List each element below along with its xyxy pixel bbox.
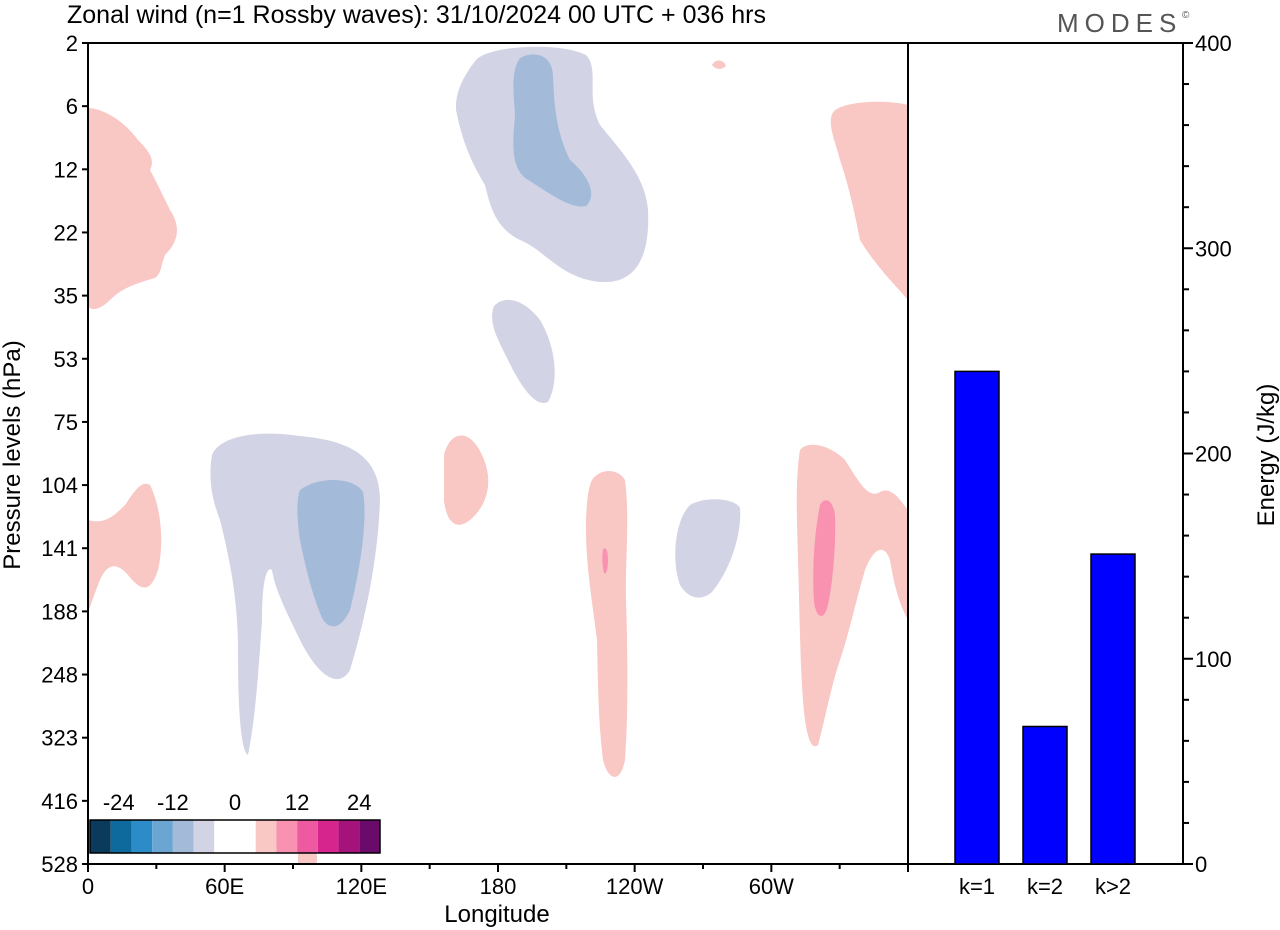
colorbar-label: 0	[229, 790, 241, 815]
longitude-tick-label: 120W	[606, 874, 664, 899]
contour-pos-mid-left	[444, 435, 489, 525]
pressure-tick-label: 323	[41, 726, 78, 751]
energy-bar	[1090, 553, 1136, 865]
contour-pos-upper-left	[88, 108, 177, 310]
pressure-tick-label: 188	[41, 599, 78, 624]
contour-pos-lower-center-core	[602, 548, 608, 574]
colorbar-swatch	[193, 820, 215, 853]
contour-neg-mid	[492, 299, 555, 403]
colorbar-frame	[89, 819, 381, 854]
chart-title: Zonal wind (n=1 Rossby waves): 31/10/202…	[67, 1, 766, 29]
energy-axis-label: Energy (J/kg)	[1253, 384, 1280, 527]
contour-pos-upper-right	[830, 101, 908, 300]
pressure-tick-label: 528	[41, 852, 78, 877]
colorbar-swatch	[235, 820, 256, 853]
contour-pos-lower-right	[796, 444, 908, 747]
energy-tick-label: 0	[1195, 852, 1207, 877]
longitude-tick-label: 120E	[336, 874, 387, 899]
colorbar-swatch	[152, 820, 173, 853]
x-axis-label: Longitude	[444, 901, 549, 928]
colorbar-swatch	[214, 820, 235, 853]
colorbar-label: 24	[347, 790, 371, 815]
pressure-tick-label: 75	[54, 410, 78, 435]
energy-bar	[954, 370, 1000, 865]
energy-category-label: k=2	[1027, 874, 1063, 899]
colorbar-swatch	[90, 820, 111, 853]
pressure-axis: 2 6 12 22 35 53 75 104 141 188 248 323 416 528	[41, 31, 88, 877]
colorbar-label: -24	[103, 790, 135, 815]
colorbar-label: 12	[285, 790, 309, 815]
energy-tick-label: 200	[1195, 442, 1232, 467]
longitude-tick-label: 180	[480, 874, 517, 899]
pressure-tick-label: 53	[54, 347, 78, 372]
pressure-tick-label: 22	[54, 220, 78, 245]
contour-neg-lower-left-core	[297, 480, 365, 627]
colorbar-swatch	[297, 820, 318, 853]
pressure-tick-label: 248	[41, 663, 78, 688]
contour-pos-lower-far-left	[88, 483, 162, 611]
pressure-tick-label: 416	[41, 789, 78, 814]
contour-field	[88, 46, 908, 864]
energy-axis: 0 100 200 300 400	[1183, 31, 1232, 877]
colorbar-swatch	[110, 820, 132, 853]
energy-tick-label: 100	[1195, 647, 1232, 672]
pressure-tick-label: 12	[54, 157, 78, 182]
longitude-axis: 0 60E 120E 180 120W 60W	[82, 864, 909, 899]
colorbar-swatch	[276, 820, 298, 853]
contour-pos-top-dot	[712, 60, 726, 69]
contour-pos-lower-center	[585, 471, 628, 777]
contour-neg-upper-core	[513, 54, 592, 207]
colorbar-swatch	[317, 820, 339, 853]
brand-mark: ©	[1182, 10, 1190, 21]
pressure-tick-label: 6	[66, 94, 78, 119]
colorbar-swatch	[172, 820, 194, 853]
energy-bar	[1022, 725, 1068, 865]
energy-tick-label: 300	[1195, 236, 1232, 261]
pressure-tick-label: 104	[41, 473, 78, 498]
energy-category-label: k=1	[959, 874, 995, 899]
contour-pos-lower-right-core	[813, 500, 836, 617]
y-axis-label: Pressure levels (hPa)	[0, 340, 26, 569]
colorbar-swatch	[131, 820, 153, 853]
colorbar-swatch	[359, 820, 380, 853]
energy-category-label: k>2	[1095, 874, 1131, 899]
contour-neg-lower-left	[210, 433, 380, 755]
brand-logo: MODES	[1057, 8, 1182, 38]
energy-tick-label: 400	[1195, 31, 1232, 56]
pressure-tick-label: 35	[54, 284, 78, 309]
contour-neg-lower-right	[675, 499, 741, 598]
longitude-tick-label: 60E	[205, 874, 244, 899]
colorbar-swatch	[338, 820, 360, 853]
colorbar-label: -12	[157, 790, 189, 815]
colorbar-swatch	[255, 820, 277, 853]
energy-bars: k=1 k=2 k>2	[954, 370, 1136, 899]
pressure-tick-label: 2	[66, 31, 78, 56]
longitude-tick-label: 0	[82, 874, 94, 899]
longitude-tick-label: 60W	[749, 874, 794, 899]
pressure-tick-label: 141	[41, 536, 78, 561]
colorbar: -24 -12 0 12 24	[89, 790, 381, 854]
